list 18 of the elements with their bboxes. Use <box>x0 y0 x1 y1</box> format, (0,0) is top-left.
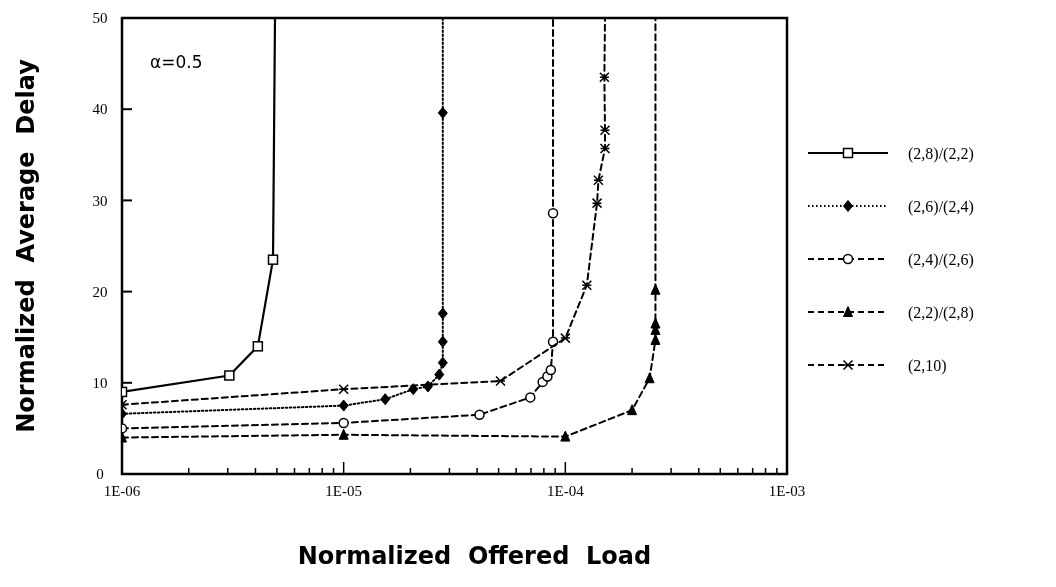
y-axis-title: Normalized Average Delay <box>12 58 40 433</box>
y-tick-label: 0 <box>96 466 104 483</box>
y-tick-label: 10 <box>92 375 108 392</box>
y-tick-label: 50 <box>92 10 108 27</box>
y-tick-label: 20 <box>92 283 108 300</box>
y-tick-label: 30 <box>92 192 108 209</box>
x-tick-label: 1E-05 <box>325 483 362 499</box>
legend-label: (2,6)/(2,4) <box>908 197 974 216</box>
legend-label: (2,2)/(2,8) <box>908 303 974 322</box>
annotation: α=0.5 <box>150 52 203 72</box>
x-axis-title: Normalized Offered Load <box>297 542 652 570</box>
y-tick-label: 40 <box>92 101 108 118</box>
legend-label: (2,4)/(2,6) <box>908 250 974 269</box>
legend-label: (2,10) <box>908 356 947 375</box>
x-tick-label: 1E-04 <box>547 483 585 499</box>
legend-label: (2,8)/(2,2) <box>908 144 974 163</box>
x-tick-label: 1E-06 <box>103 483 141 499</box>
x-tick-label: 1E-03 <box>768 483 806 499</box>
